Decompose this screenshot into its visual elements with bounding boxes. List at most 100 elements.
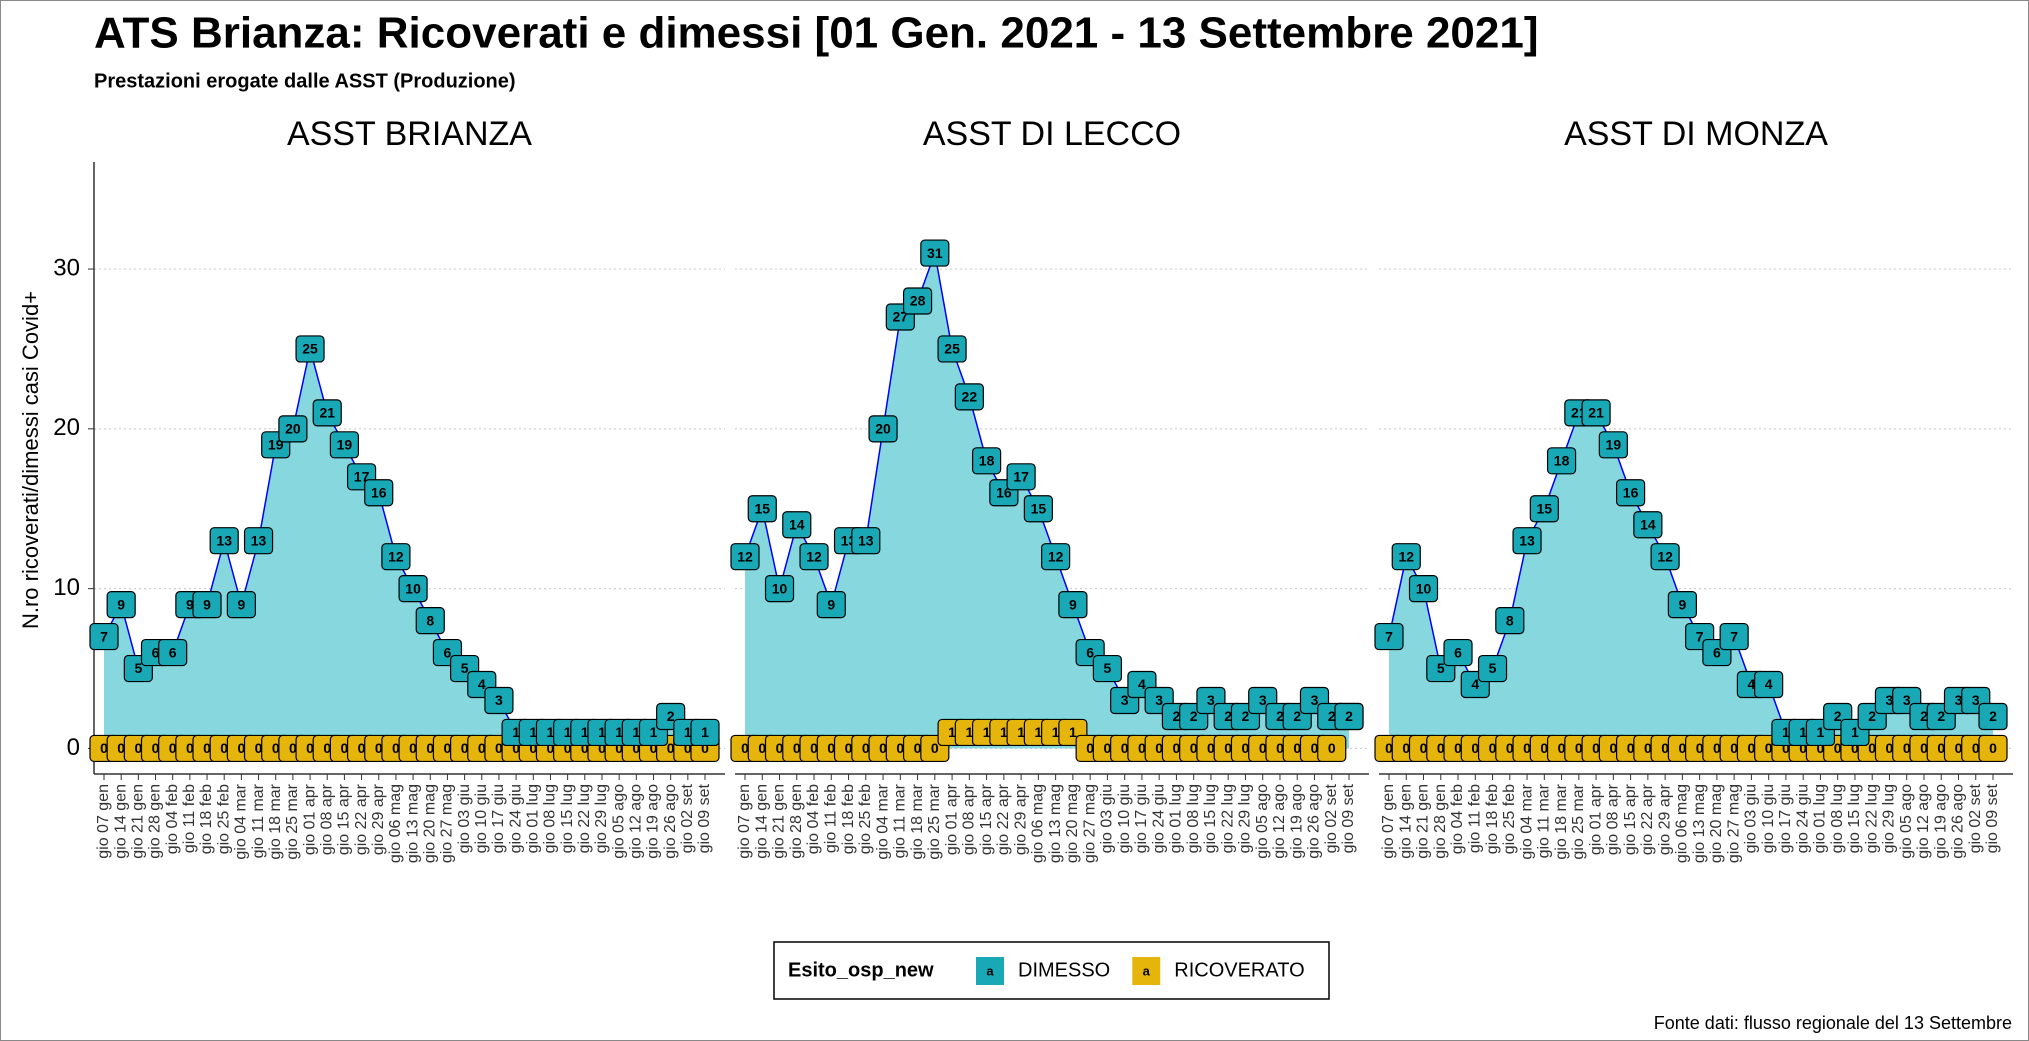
x-tick-label: gio 15 lug bbox=[1846, 784, 1863, 853]
data-label: 7 bbox=[89, 622, 119, 651]
label-text: 0 bbox=[758, 740, 766, 756]
x-tick-label: gio 22 apr bbox=[1639, 783, 1656, 855]
label-text: 1 bbox=[598, 724, 606, 740]
label-text: 10 bbox=[405, 580, 421, 596]
area bbox=[104, 348, 705, 749]
label-text: 0 bbox=[547, 740, 555, 756]
label-text: 0 bbox=[1799, 740, 1807, 756]
label-text: 0 bbox=[392, 740, 400, 756]
label-box bbox=[312, 399, 342, 427]
label-text: 0 bbox=[203, 740, 211, 756]
x-tick-label: gio 20 mag bbox=[421, 784, 438, 863]
label-box bbox=[1719, 622, 1749, 651]
label-text: 2 bbox=[1293, 708, 1301, 724]
label-box bbox=[1495, 607, 1525, 635]
label-text: 0 bbox=[1696, 740, 1704, 756]
label-text: 0 bbox=[1138, 740, 1146, 756]
label-box bbox=[1374, 622, 1404, 651]
label-box bbox=[1529, 495, 1559, 523]
label-text: 2 bbox=[1276, 708, 1284, 724]
data-label: 19 bbox=[1598, 431, 1628, 459]
label-text: 14 bbox=[789, 516, 805, 532]
label-text: 0 bbox=[1311, 740, 1319, 756]
label-text: 12 bbox=[737, 548, 753, 564]
label-text: 19 bbox=[337, 437, 353, 453]
label-text: 1 bbox=[965, 724, 973, 740]
label-text: 9 bbox=[186, 596, 194, 612]
label-text: 4 bbox=[1471, 676, 1479, 692]
label-text: 1 bbox=[1017, 724, 1025, 740]
label-box bbox=[747, 495, 777, 523]
label-text: 1 bbox=[581, 724, 589, 740]
label-text: 0 bbox=[1748, 740, 1756, 756]
label-text: 0 bbox=[1782, 740, 1790, 756]
data-label: 15 bbox=[1529, 495, 1559, 523]
data-label: 1 bbox=[1840, 718, 1870, 747]
x-tick-label: gio 11 mar bbox=[1536, 783, 1553, 858]
label-box bbox=[1512, 527, 1542, 555]
x-tick-label: gio 15 lug bbox=[1202, 784, 1219, 853]
label-text: 0 bbox=[426, 740, 434, 756]
x-tick-label: gio 18 feb bbox=[198, 784, 215, 854]
label-box bbox=[415, 607, 445, 635]
label-text: 0 bbox=[323, 740, 331, 756]
label-text: 15 bbox=[1537, 500, 1553, 516]
label-text: 0 bbox=[1207, 740, 1215, 756]
label-box bbox=[1633, 511, 1663, 539]
label-text: 1 bbox=[632, 724, 640, 740]
data-label: 19 bbox=[329, 431, 359, 459]
label-box bbox=[1650, 543, 1680, 571]
legend-title: Esito_osp_new bbox=[788, 959, 934, 981]
data-label: 6 bbox=[1443, 638, 1473, 667]
label-text: 10 bbox=[1416, 580, 1432, 596]
legend-box bbox=[773, 941, 1330, 1000]
label-text: 0 bbox=[1886, 740, 1894, 756]
label-text: 0 bbox=[409, 740, 417, 756]
data-label: 3 bbox=[484, 686, 514, 715]
label-text: 0 bbox=[1242, 740, 1250, 756]
x-tick-label: gio 25 mar bbox=[1570, 783, 1587, 859]
data-label: 7 bbox=[1719, 622, 1749, 651]
label-text: 0 bbox=[1955, 740, 1963, 756]
label-text: 9 bbox=[827, 596, 835, 612]
x-tick-label: gio 26 ago bbox=[662, 784, 679, 859]
data-label: 4 bbox=[1754, 670, 1784, 699]
label-text: 0 bbox=[341, 740, 349, 756]
data-label: 22 bbox=[954, 383, 984, 411]
data-label: 10 bbox=[1408, 575, 1439, 603]
x-tick-label: gio 01 apr bbox=[1587, 783, 1604, 855]
label-text: 6 bbox=[152, 644, 160, 660]
x-tick-label: gio 11 mar bbox=[250, 783, 267, 858]
label-text: 5 bbox=[461, 660, 469, 676]
label-text: 0 bbox=[1609, 740, 1617, 756]
label-text: 18 bbox=[1554, 453, 1570, 469]
label-text: 0 bbox=[186, 740, 194, 756]
x-tick-label: gio 01 lug bbox=[1168, 784, 1185, 853]
label-text: 0 bbox=[793, 740, 801, 756]
label-text: 7 bbox=[1385, 628, 1393, 644]
label-text: 0 bbox=[1523, 740, 1531, 756]
label-text: 13 bbox=[251, 532, 267, 548]
x-tick-label: gio 07 gen bbox=[736, 784, 753, 859]
label-text: 0 bbox=[1661, 740, 1669, 756]
legend-glyph: a bbox=[1143, 963, 1151, 978]
label-box bbox=[1754, 670, 1784, 699]
label-text: 6 bbox=[169, 644, 177, 660]
x-tick-label: gio 08 lug bbox=[542, 784, 559, 853]
label-text: 0 bbox=[1765, 740, 1773, 756]
label-text: 2 bbox=[1868, 708, 1876, 724]
label-text: 1 bbox=[564, 724, 572, 740]
x-tick-label: gio 17 giu bbox=[1777, 784, 1794, 853]
label-text: 17 bbox=[1013, 468, 1029, 484]
label-box bbox=[902, 287, 933, 315]
label-text: 25 bbox=[944, 341, 960, 357]
x-tick-label: gio 25 mar bbox=[284, 783, 301, 859]
x-tick-label: gio 19 ago bbox=[645, 784, 662, 859]
data-label: 0 bbox=[1317, 734, 1347, 763]
x-tick-label: gio 02 set bbox=[1323, 783, 1340, 853]
label-text: 1 bbox=[529, 724, 537, 740]
x-tick-label: gio 24 giu bbox=[1150, 784, 1167, 853]
x-tick-label: gio 27 mag bbox=[439, 784, 456, 863]
label-text: 0 bbox=[529, 740, 537, 756]
x-tick-label: gio 28 gen bbox=[1432, 784, 1449, 859]
